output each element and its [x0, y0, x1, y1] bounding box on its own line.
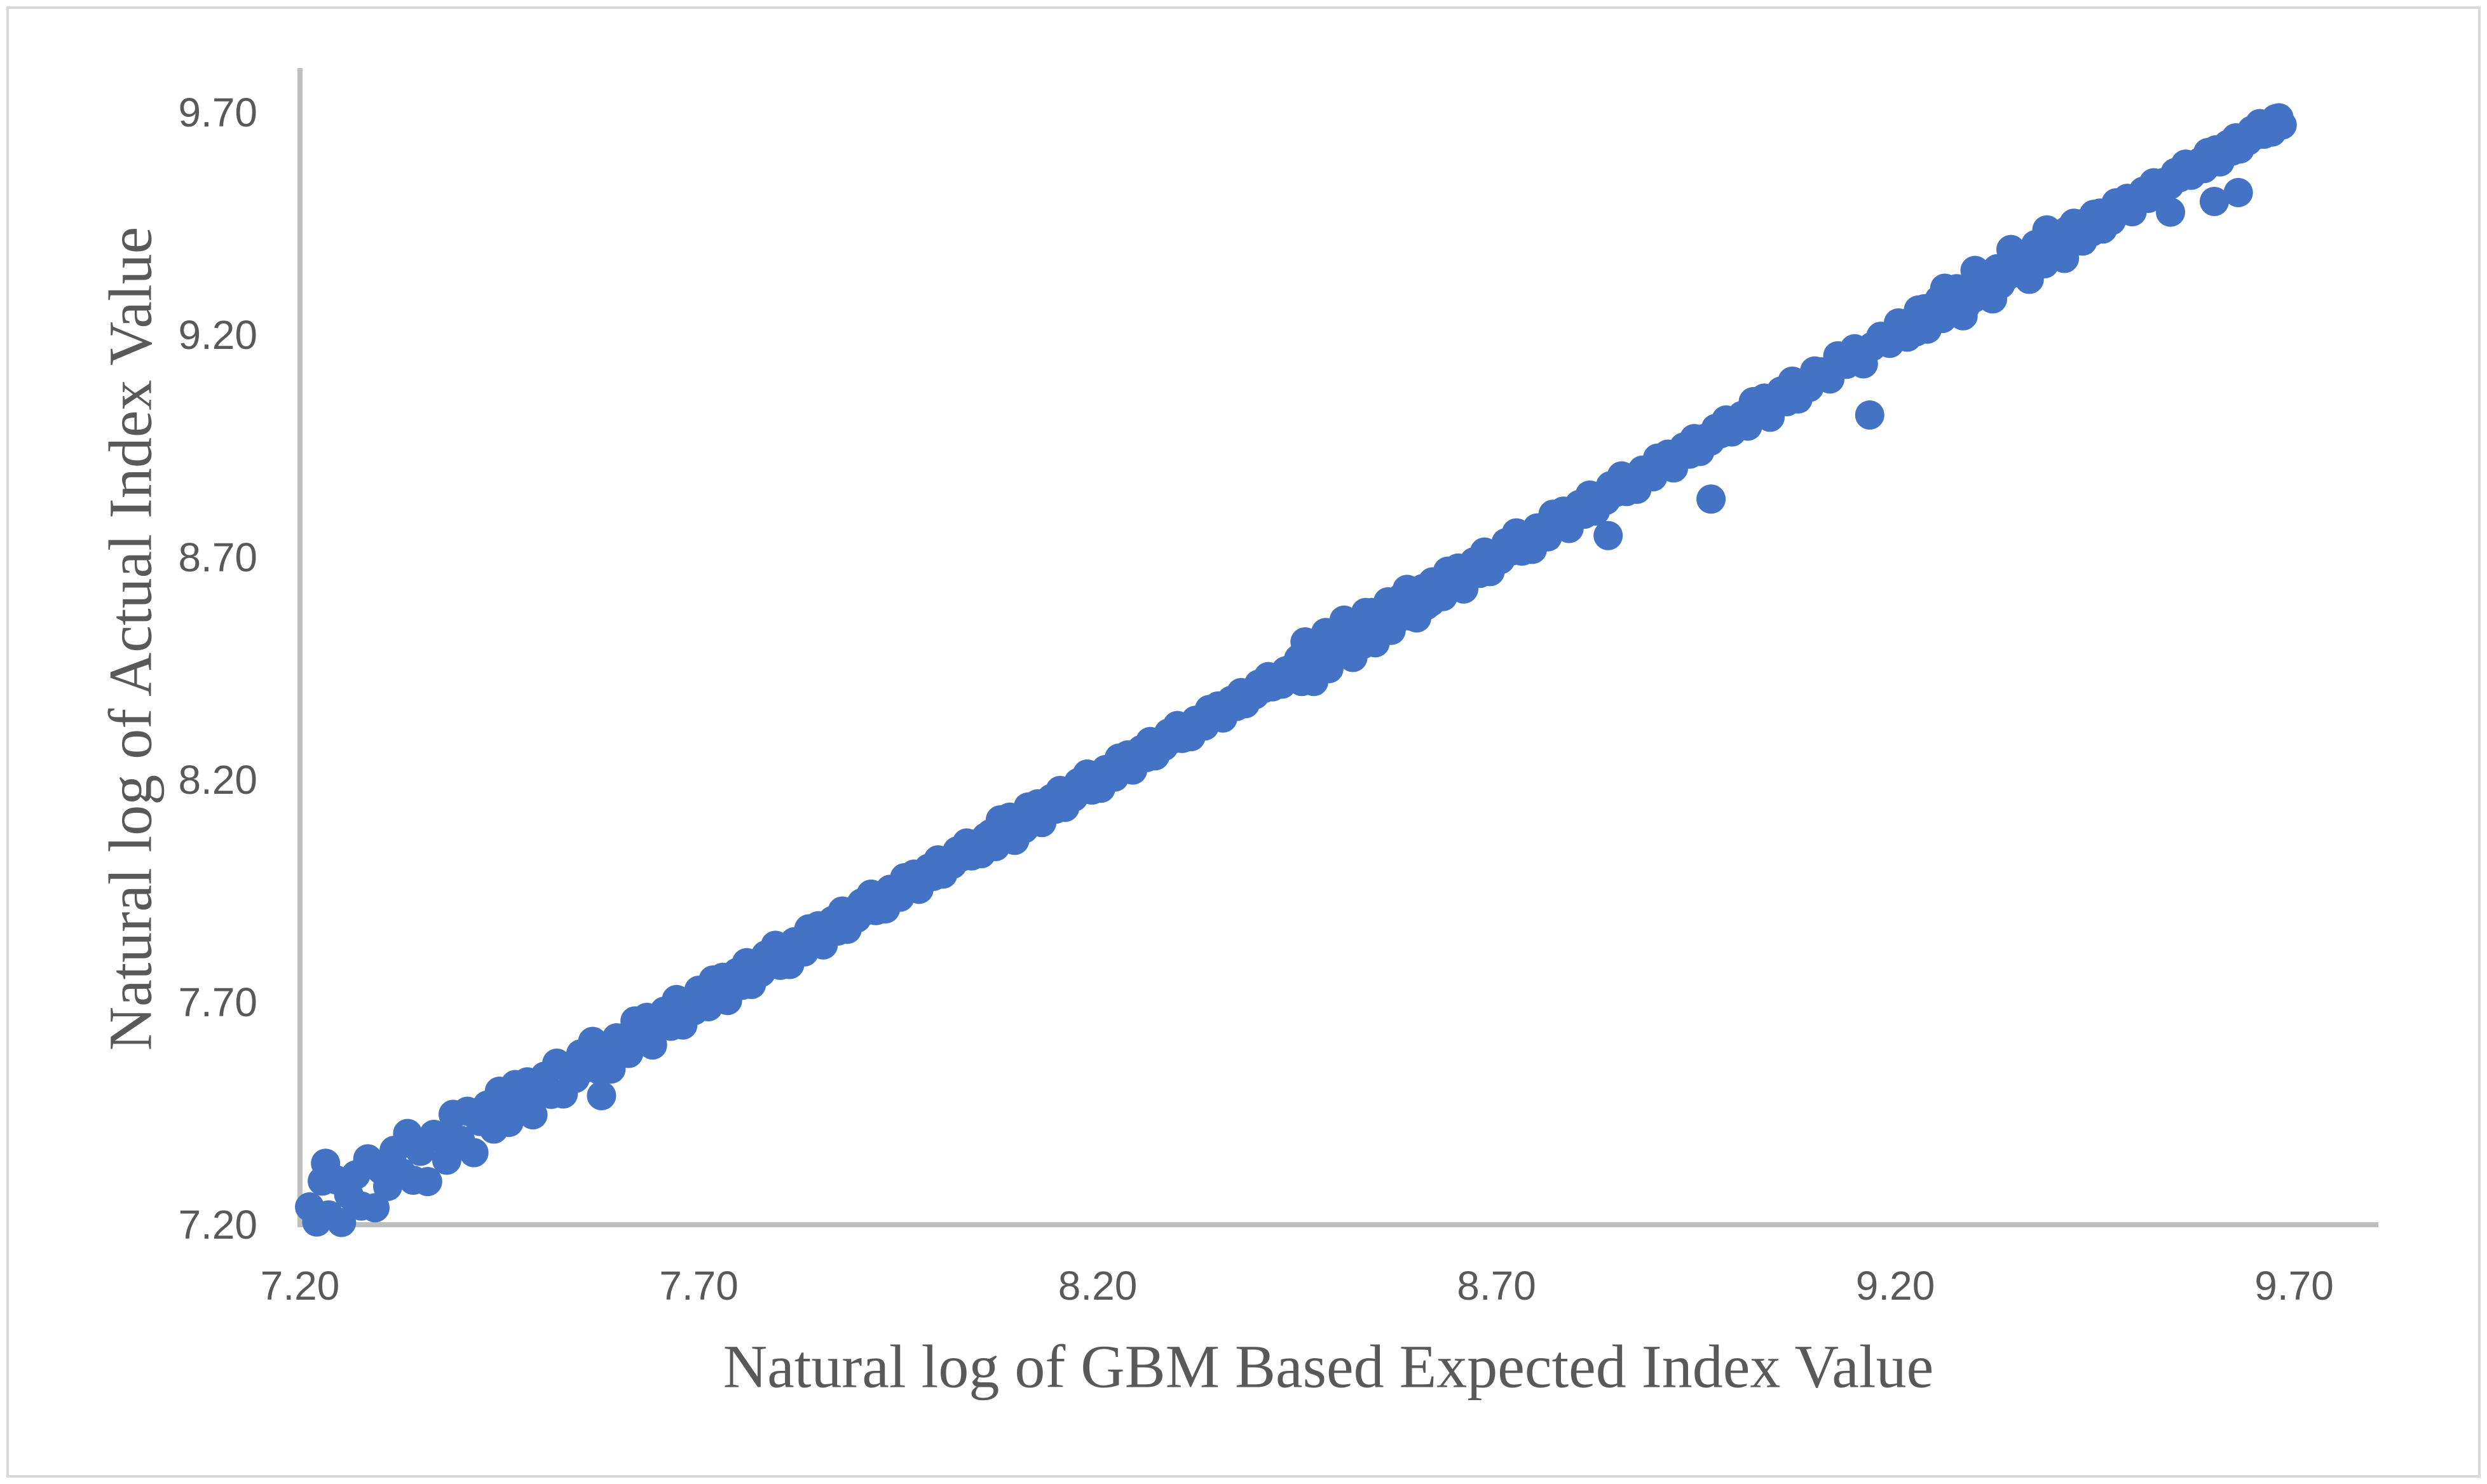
y-tick-label: 9.70 — [178, 90, 257, 135]
data-point — [412, 1167, 442, 1197]
data-point — [327, 1208, 357, 1237]
x-tick-label: 8.20 — [1058, 1263, 1138, 1309]
data-point — [2050, 243, 2080, 273]
y-tick-label: 7.70 — [178, 979, 257, 1025]
data-point — [2156, 197, 2185, 227]
y-tick-label: 8.70 — [178, 534, 257, 580]
x-axis-tick-labels: 7.20 7.70 8.20 8.70 9.20 9.70 — [261, 1263, 2334, 1309]
data-point — [518, 1100, 548, 1130]
data-point — [1978, 284, 2008, 314]
data-point — [360, 1193, 390, 1223]
data-point — [587, 1081, 617, 1110]
data-point — [2200, 187, 2229, 216]
data-point — [1930, 273, 1959, 303]
data-point — [2032, 215, 2062, 245]
x-tick-label: 8.70 — [1457, 1263, 1536, 1309]
data-point — [2267, 110, 2297, 140]
y-tick-label: 9.20 — [178, 312, 257, 358]
x-axis-title: Natural log of GBM Based Expected Index … — [723, 1333, 1933, 1401]
y-tick-label: 7.20 — [178, 1202, 257, 1248]
y-axis-tick-labels: 7.20 7.70 8.20 8.70 9.20 9.70 — [178, 90, 257, 1248]
data-point — [637, 1030, 667, 1060]
data-point — [1996, 235, 2026, 264]
data-point — [1855, 400, 1884, 430]
data-point — [459, 1138, 489, 1167]
chart-frame — [6, 6, 2481, 1478]
data-points — [295, 103, 2297, 1237]
x-tick-label: 7.70 — [659, 1263, 739, 1309]
data-point — [1948, 301, 1978, 330]
data-point — [1593, 521, 1623, 550]
data-point — [2014, 264, 2044, 294]
y-tick-label: 8.20 — [178, 757, 257, 803]
x-tick-label: 9.70 — [2254, 1263, 2334, 1309]
data-point — [2223, 178, 2253, 207]
x-tick-label: 7.20 — [261, 1263, 340, 1309]
y-axis-title: Natural log of Actual Index Value — [97, 227, 165, 1051]
data-point — [1960, 255, 1990, 285]
x-tick-label: 9.20 — [1856, 1263, 1935, 1309]
data-point — [1696, 484, 1726, 514]
